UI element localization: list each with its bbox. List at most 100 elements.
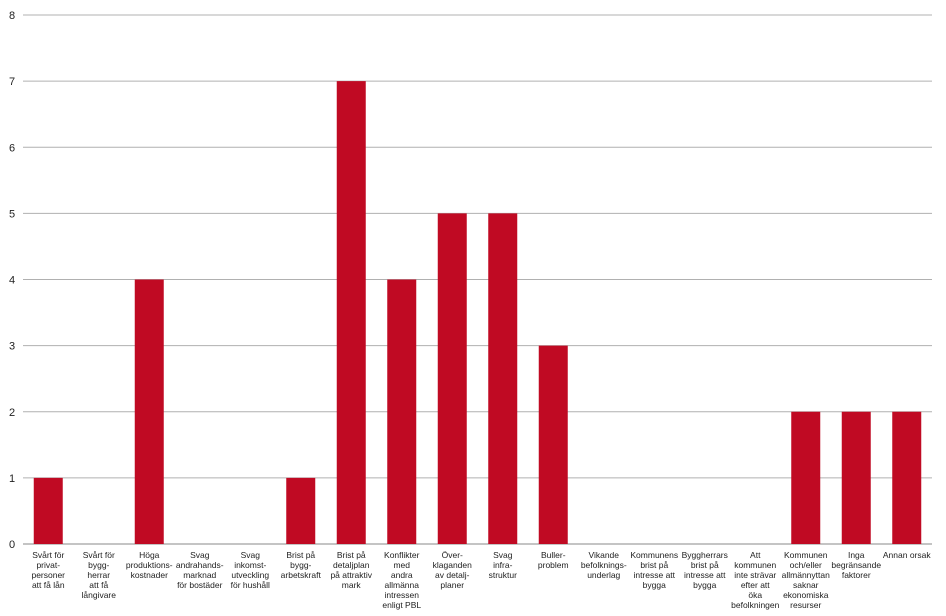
bar — [791, 411, 821, 544]
x-tick-label: Över-klaganden av detalj-planer — [422, 550, 482, 590]
x-tick-label-line: Brist på — [286, 550, 316, 560]
x-tick-label-line: Kommunen — [784, 550, 828, 560]
x-tick-label-line: långivare — [81, 590, 117, 600]
bar — [286, 477, 316, 544]
x-tick-label-line: Höga — [139, 550, 160, 560]
x-tick-label-line: resurser — [790, 600, 822, 610]
x-tick-label-line: med — [393, 560, 411, 570]
y-tick-label: 2 — [9, 407, 15, 419]
x-tick-label-line: klaganden — [432, 560, 472, 570]
x-tick-label-line: begränsande — [831, 560, 882, 570]
x-tick-label: Kommunens brist på intresse att bygga — [624, 550, 684, 590]
x-tick-label-line: planer — [440, 580, 465, 590]
x-tick-label-line: problem — [537, 560, 569, 570]
x-tick-label-line: andra — [390, 570, 413, 580]
x-tick-label-line: allmänna — [384, 580, 420, 590]
x-tick-label: Kommunen och/eller allmännyttan saknar ekono… — [776, 550, 836, 610]
x-tick-label-line: intresse att — [633, 570, 676, 580]
y-axis-ticks: 0 1 2 3 4 5 6 7 8 — [9, 10, 15, 551]
x-tick-label-line: personer — [31, 570, 66, 580]
y-tick-label: 5 — [9, 208, 15, 220]
x-tick-label-line: Byggherrars — [681, 550, 728, 560]
x-tick-label-line: ekonomiska — [783, 590, 829, 600]
y-tick-label: 8 — [9, 10, 15, 22]
x-tick-label-line: infra- — [493, 560, 513, 570]
x-tick-label: Svag andrahands-marknad för bostäder — [170, 550, 230, 590]
x-tick-label-line: Brist på — [336, 550, 366, 560]
x-tick-label-line: på attraktiv — [330, 570, 373, 580]
x-tick-label: Brist på bygg-arbetskraft — [271, 550, 331, 580]
y-tick-label: 7 — [9, 76, 15, 88]
x-tick-label-line: Buller- — [540, 550, 566, 560]
x-tick-label-line: marknad — [183, 570, 217, 580]
x-tick-label-line: bygga — [642, 580, 666, 590]
x-tick-label-line: befolknings- — [580, 560, 627, 570]
x-tick-label-line: Svårt för — [82, 550, 115, 560]
bar — [892, 411, 922, 544]
x-tick-label: Buller-problem — [523, 550, 583, 570]
x-tick-label: Vikande befolknings-underlag — [574, 550, 634, 580]
x-tick-label-line: Kommunens — [630, 550, 679, 560]
x-tick-label-line: saknar — [792, 580, 819, 590]
x-tick-label: Inga begränsande faktorer — [826, 550, 886, 580]
bar — [538, 345, 568, 544]
x-tick-label-line: inte strävar — [734, 570, 777, 580]
x-tick-label-line: produktions- — [125, 560, 173, 570]
x-tick-label-line: efter att — [740, 580, 770, 590]
x-tick-label-line: utveckling — [231, 570, 270, 580]
bar — [33, 477, 63, 544]
x-tick-label-line: andrahands- — [175, 560, 224, 570]
bar — [336, 81, 366, 544]
x-tick-label-line: öka — [748, 590, 763, 600]
x-tick-label-line: kostnader — [130, 570, 168, 580]
x-tick-label: Svårt för bygg-herrar att få långivare — [69, 550, 129, 600]
bars — [33, 81, 922, 544]
y-tick-label: 1 — [9, 473, 15, 485]
x-tick-label-line: Svag — [240, 550, 260, 560]
x-tick-label-line: av detalj- — [435, 570, 470, 580]
x-tick-label-line: arbetskraft — [280, 570, 321, 580]
x-tick-label-line: bygga — [693, 580, 717, 590]
x-tick-label-line: befolkningen — [731, 600, 780, 610]
bar — [387, 279, 417, 544]
x-tick-label-line: Annan orsak — [882, 550, 931, 560]
x-tick-label-line: allmännyttan — [781, 570, 830, 580]
x-tick-label-line: Svag — [493, 550, 513, 560]
y-tick-label: 3 — [9, 341, 15, 353]
x-tick-label-line: och/eller — [789, 560, 822, 570]
x-tick-label-line: för bostäder — [177, 580, 223, 590]
x-tick-label: Byggherrars brist på intresse att bygga — [675, 550, 735, 590]
x-tick-label: Brist på detaljplan på attraktiv mark — [321, 550, 381, 590]
y-tick-label: 4 — [9, 275, 15, 287]
bar — [134, 279, 164, 544]
x-tick-label-line: att få — [89, 580, 109, 590]
x-tick-label: Annan orsak — [877, 550, 937, 560]
x-tick-label-line: Svårt för — [32, 550, 65, 560]
x-tick-label: Att kommunen inte strävar efter att öka befol… — [725, 550, 785, 610]
x-tick-label: Svag inkomst-utveckling för hushåll — [220, 550, 280, 590]
x-tick-label-line: intresse att — [683, 570, 726, 580]
x-tick-label-line: Konflikter — [384, 550, 420, 560]
x-tick-label-line: faktorer — [841, 570, 871, 580]
x-tick-label-line: intressen — [384, 590, 420, 600]
y-tick-label: 0 — [9, 539, 15, 551]
x-tick-label-line: för hushåll — [230, 580, 270, 590]
x-tick-label-line: enligt PBL — [382, 600, 422, 610]
x-tick-label-line: underlag — [587, 570, 621, 580]
x-tick-label-line: bygg- — [88, 560, 110, 570]
x-tick-label-line: privat- — [36, 560, 61, 570]
x-tick-label-line: brist på — [640, 560, 669, 570]
y-tick-label: 6 — [9, 142, 15, 154]
x-tick-label: Svårt för privat-personer att få lån — [18, 550, 78, 590]
x-tick-label-line: brist på — [690, 560, 719, 570]
x-tick-label-line: herrar — [87, 570, 111, 580]
x-tick-label-line: Över- — [441, 550, 463, 560]
bar — [488, 213, 518, 544]
x-tick-label-line: Att — [750, 550, 761, 560]
x-tick-label-line: mark — [341, 580, 361, 590]
x-tick-label: Svag infra-struktur — [473, 550, 533, 580]
x-tick-label-line: Svag — [190, 550, 210, 560]
x-tick-label: Höga produktions-kostnader — [119, 550, 179, 580]
bar — [437, 213, 467, 544]
